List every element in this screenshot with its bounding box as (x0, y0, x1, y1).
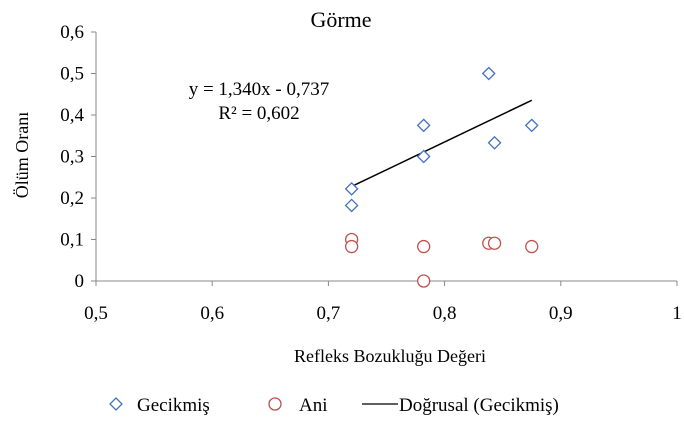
legend-label-gecikmis: Gecikmiş (137, 395, 210, 416)
chart-title: Görme (310, 7, 371, 32)
plot-axes (91, 31, 678, 286)
data-point-gecikmis (524, 118, 539, 133)
x-tick-label: 1 (672, 303, 682, 324)
legend-marker-diamond (109, 397, 123, 411)
data-point-gecikmis (416, 118, 431, 133)
data-point-ani (417, 239, 431, 254)
y-tick-label: 0,4 (60, 105, 84, 126)
legend-label-ani: Ani (299, 395, 328, 416)
legend-item-ani: Ani (268, 395, 328, 416)
trendline-layer (351, 99, 533, 188)
data-point-gecikmis (487, 135, 502, 150)
x-tick-label: 0,5 (84, 303, 108, 324)
legend-item-trendline: Doğrusal (Gecikmiş) (362, 395, 559, 416)
x-axis-label: Refleks Bozukluğu Değeri (294, 346, 486, 366)
data-point-gecikmis (344, 181, 359, 196)
x-tick-label: 0,6 (200, 303, 224, 324)
data-point-ani (525, 239, 539, 254)
y-tick-label: 0 (75, 271, 85, 292)
trendline-equation: y = 1,340x - 0,737 (189, 79, 330, 100)
data-point-gecikmis (344, 198, 359, 213)
legend-label-trendline: Doğrusal (Gecikmiş) (399, 395, 559, 416)
y-tick-labels: 0 0,1 0,2 0,3 0,4 0,5 0,6 (60, 22, 84, 292)
data-point-gecikmis (481, 66, 496, 81)
x-tick-label: 0,7 (317, 303, 341, 324)
y-axis-label: Ölüm Oranı (12, 112, 32, 198)
legend-marker-circle (268, 397, 282, 411)
y-tick-label: 0,6 (60, 22, 84, 43)
y-tick-label: 0,3 (60, 147, 84, 168)
data-point-ani (417, 274, 431, 288)
data-point-ani (487, 236, 502, 250)
x-tick-label: 0,9 (549, 303, 573, 324)
legend: Gecikmiş Ani Doğrusal (Gecikmiş) (109, 395, 559, 416)
y-tick-label: 0,5 (60, 64, 84, 85)
x-tick-labels: 0,5 0,6 0,7 0,8 0,9 1 (84, 303, 682, 324)
data-points-layer (344, 66, 539, 288)
legend-item-gecikmis: Gecikmiş (109, 395, 210, 416)
y-tick-label: 0,1 (60, 230, 84, 251)
trendline-r-squared: R² = 0,602 (218, 103, 299, 124)
y-tick-label: 0,2 (60, 188, 84, 209)
x-tick-label: 0,8 (433, 303, 457, 324)
trendline (351, 99, 533, 188)
data-point-ani (344, 239, 359, 254)
data-point-gecikmis (416, 149, 431, 164)
